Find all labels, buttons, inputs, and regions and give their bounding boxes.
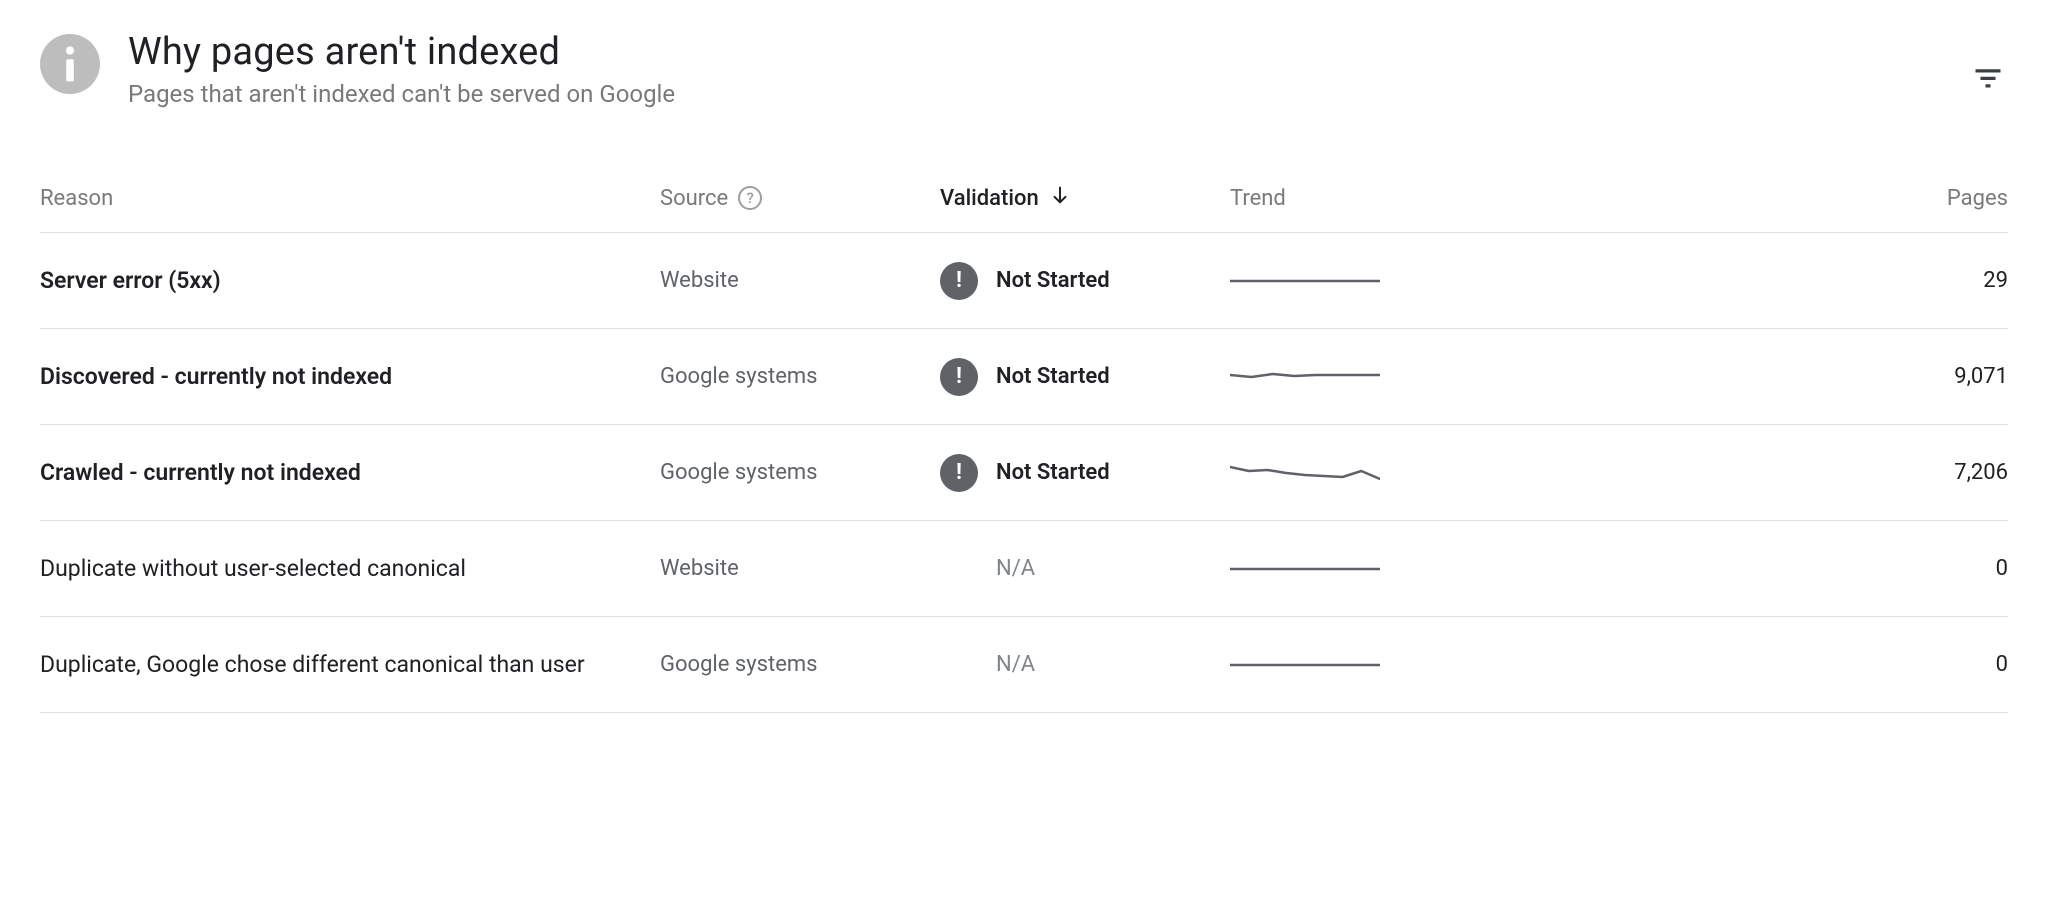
page-title: Why pages aren't indexed: [128, 30, 675, 74]
sparkline-icon: [1230, 261, 1380, 301]
cell-validation: ! Not Started: [940, 454, 1230, 492]
cell-trend: [1230, 261, 1500, 301]
sparkline-icon: [1230, 357, 1380, 397]
cell-source: Website: [660, 556, 940, 581]
cell-trend: [1230, 549, 1500, 589]
cell-reason: Server error (5xx): [40, 267, 660, 294]
table-body: Server error (5xx)Website!Not Started29D…: [40, 233, 2008, 713]
cell-reason: Duplicate, Google chose different canoni…: [40, 651, 660, 678]
cell-pages: 0: [1500, 556, 2008, 581]
cell-validation: N/A: [940, 652, 1230, 677]
validation-status: Not Started: [996, 364, 1110, 389]
indexing-reasons-panel: Why pages aren't indexed Pages that aren…: [0, 0, 2048, 713]
exclamation-icon: !: [940, 358, 978, 396]
cell-trend: [1230, 357, 1500, 397]
column-label: Validation: [940, 186, 1039, 211]
table-row[interactable]: Server error (5xx)Website! Not Started 29: [40, 233, 2008, 329]
cell-source: Google systems: [660, 652, 940, 677]
exclamation-icon: !: [940, 262, 978, 300]
sparkline-icon: [1230, 453, 1380, 493]
cell-validation: N/A: [940, 556, 1230, 581]
filter-button[interactable]: [1968, 58, 2008, 98]
header-titles: Why pages aren't indexed Pages that aren…: [128, 30, 675, 108]
cell-pages: 29: [1500, 268, 2008, 293]
cell-source: Google systems: [660, 364, 940, 389]
cell-pages: 7,206: [1500, 460, 2008, 485]
column-label: Trend: [1230, 186, 1286, 211]
cell-source: Google systems: [660, 460, 940, 485]
page-subtitle: Pages that aren't indexed can't be serve…: [128, 80, 675, 108]
validation-status: Not Started: [996, 460, 1110, 485]
table-row[interactable]: Duplicate without user-selected canonica…: [40, 521, 2008, 617]
validation-status: Not Started: [996, 268, 1110, 293]
sparkline-icon: [1230, 549, 1380, 589]
table-row[interactable]: Discovered - currently not indexedGoogle…: [40, 329, 2008, 425]
sparkline-icon: [1230, 645, 1380, 685]
arrow-down-icon: [1049, 184, 1071, 212]
help-icon[interactable]: ?: [738, 186, 762, 210]
header-left: Why pages aren't indexed Pages that aren…: [40, 30, 675, 108]
column-label: Pages: [1947, 186, 2008, 211]
cell-validation: ! Not Started: [940, 262, 1230, 300]
column-label: Reason: [40, 186, 113, 211]
table-row[interactable]: Crawled - currently not indexedGoogle sy…: [40, 425, 2008, 521]
reasons-table: Reason Source ? Validation Trend Pages S…: [40, 168, 2008, 713]
cell-trend: [1230, 645, 1500, 685]
cell-reason: Crawled - currently not indexed: [40, 459, 660, 486]
cell-reason: Discovered - currently not indexed: [40, 363, 660, 390]
filter-list-icon: [1973, 63, 2003, 93]
column-header-reason[interactable]: Reason: [40, 186, 660, 211]
cell-source: Website: [660, 268, 940, 293]
cell-pages: 9,071: [1500, 364, 2008, 389]
cell-validation: ! Not Started: [940, 358, 1230, 396]
cell-trend: [1230, 453, 1500, 493]
cell-pages: 0: [1500, 652, 2008, 677]
validation-status: N/A: [940, 652, 1035, 677]
table-row[interactable]: Duplicate, Google chose different canoni…: [40, 617, 2008, 713]
column-header-validation[interactable]: Validation: [940, 184, 1230, 212]
column-label: Source: [660, 186, 728, 211]
exclamation-icon: !: [940, 454, 978, 492]
cell-reason: Duplicate without user-selected canonica…: [40, 555, 660, 582]
column-header-trend[interactable]: Trend: [1230, 186, 1500, 211]
column-header-pages[interactable]: Pages: [1500, 186, 2008, 211]
validation-status: N/A: [940, 556, 1035, 581]
info-icon: [40, 34, 100, 94]
column-header-source[interactable]: Source ?: [660, 186, 940, 211]
panel-header: Why pages aren't indexed Pages that aren…: [40, 30, 2008, 108]
table-header-row: Reason Source ? Validation Trend Pages: [40, 168, 2008, 233]
